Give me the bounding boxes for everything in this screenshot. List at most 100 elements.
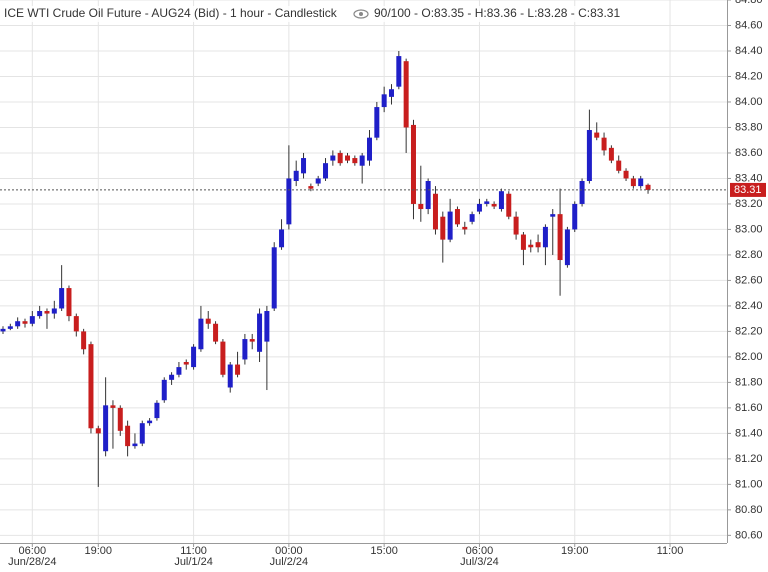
- candle-body: [367, 137, 372, 161]
- candle-body: [117, 407, 123, 431]
- candles: [0, 50, 651, 487]
- chart-title: ICE WTI Crude Oil Future - AUG24 (Bid) -…: [4, 6, 338, 20]
- y-tick-label: 83.80: [735, 121, 763, 133]
- candle-body: [22, 321, 28, 324]
- y-tick-label: 81.20: [735, 453, 763, 465]
- candle-body: [279, 229, 285, 248]
- candle-body: [564, 229, 570, 266]
- candle-body: [169, 374, 175, 380]
- candle-body: [161, 379, 167, 401]
- y-tick-label: 83.40: [735, 172, 763, 184]
- candle-body: [147, 420, 153, 424]
- candle-body: [403, 61, 409, 128]
- x-date-label: Jul/1/24: [174, 556, 213, 567]
- candle-body: [110, 405, 116, 408]
- y-tick-label: 81.60: [735, 402, 763, 414]
- candle-body: [506, 193, 512, 217]
- x-tick-label: 11:00: [180, 545, 207, 557]
- candle-body: [476, 203, 482, 212]
- candle-body: [447, 211, 453, 240]
- y-tick-label: 80.60: [735, 529, 763, 541]
- y-tick-label: 83.60: [735, 147, 763, 159]
- candle-body: [352, 158, 358, 164]
- candle-body: [242, 339, 248, 360]
- candle-body: [323, 163, 329, 179]
- candle-body: [535, 242, 541, 248]
- candle-body: [95, 428, 101, 434]
- candle-body: [645, 184, 651, 190]
- y-tick-label: 82.40: [735, 300, 763, 312]
- candle-body: [0, 328, 6, 332]
- last-price-box: [730, 182, 766, 197]
- y-tick-label: 81.00: [735, 478, 763, 490]
- candle-body: [235, 364, 241, 375]
- candle-body: [308, 186, 314, 189]
- candle-body: [432, 193, 438, 230]
- candle-body: [271, 247, 277, 309]
- candle-body: [484, 201, 490, 204]
- candle-body: [191, 346, 197, 368]
- candle-body: [103, 405, 109, 452]
- ohlc-info: 90/100 - O:83.35 - H:83.36 - L:83.28 - C…: [374, 6, 620, 20]
- candle-body: [132, 443, 138, 447]
- candle-body: [579, 181, 585, 204]
- candle-body: [462, 226, 468, 230]
- candle-body: [630, 178, 636, 187]
- y-tick-label: 84.00: [735, 96, 763, 108]
- candle-body: [345, 155, 351, 161]
- candle-body: [396, 56, 402, 87]
- candle-body: [286, 178, 292, 225]
- candle-body: [469, 214, 475, 222]
- grid: [0, 0, 727, 543]
- x-tick-label: 15:00: [370, 545, 398, 557]
- last-price-label: 83.31: [734, 184, 762, 196]
- candle-body: [176, 367, 182, 375]
- candle-body: [550, 214, 556, 217]
- x-date-label: Jun/28/24: [8, 556, 56, 567]
- candle-body: [638, 178, 644, 187]
- candle-body: [220, 341, 226, 375]
- y-tick-label: 84.60: [735, 19, 763, 31]
- x-tick-label: 06:00: [19, 545, 47, 557]
- eye-icon[interactable]: [353, 9, 369, 19]
- candle-body: [139, 423, 145, 444]
- candle-body: [264, 311, 270, 342]
- candle-body: [616, 160, 622, 171]
- candle-body: [572, 203, 578, 230]
- x-tick-label: 06:00: [466, 545, 494, 557]
- candle-body: [454, 209, 460, 225]
- y-tick-label: 82.80: [735, 249, 763, 261]
- candle-body: [198, 318, 204, 350]
- candle-body: [154, 402, 160, 419]
- candle-body: [15, 321, 21, 327]
- y-tick-label: 84.20: [735, 70, 763, 82]
- candle-body: [374, 107, 380, 138]
- candle-body: [44, 311, 50, 314]
- y-tick-label: 84.80: [735, 0, 763, 6]
- candle-body: [205, 318, 211, 324]
- x-date-label: Jul/3/24: [460, 556, 499, 567]
- candle-body: [359, 155, 365, 166]
- y-tick-label: 84.40: [735, 45, 763, 57]
- y-tick-label: 83.20: [735, 198, 763, 210]
- x-tick-label: 19:00: [561, 545, 589, 557]
- candle-body: [51, 308, 57, 314]
- candle-body: [381, 94, 387, 108]
- y-tick-label: 80.80: [735, 504, 763, 516]
- candle-body: [425, 181, 431, 210]
- candle-body: [410, 124, 416, 204]
- candle-body: [330, 155, 336, 161]
- y-tick-label: 81.80: [735, 376, 763, 388]
- candle-body: [227, 364, 233, 388]
- candle-body: [557, 214, 563, 261]
- candle-body: [81, 331, 87, 350]
- candle-body: [520, 234, 526, 250]
- candle-body: [528, 244, 534, 248]
- y-tick-label: 82.00: [735, 351, 763, 363]
- candle-body: [37, 311, 43, 317]
- candle-body: [249, 339, 255, 342]
- x-tick-label: 19:00: [85, 545, 113, 557]
- y-tick-label: 82.20: [735, 325, 763, 337]
- candle-body: [213, 323, 219, 342]
